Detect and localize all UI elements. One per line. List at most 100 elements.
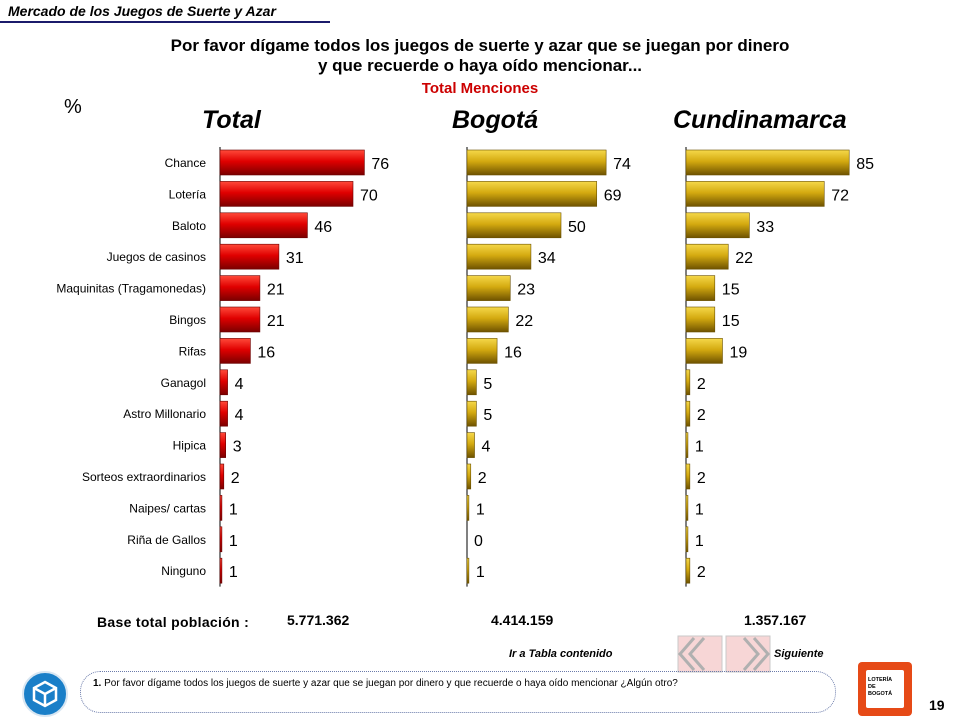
question-line-1: Por favor dígame todos los juegos de sue… bbox=[170, 36, 790, 55]
category-label-astro-millonario: Astro Millonario bbox=[123, 407, 206, 421]
base-value-total: 5.771.362 bbox=[287, 612, 350, 628]
bar-total-maquinitas-tragamonedas bbox=[219, 275, 261, 301]
bar-bogota-hipica bbox=[466, 432, 475, 458]
data-label-cundinamarca-ninguno: 2 bbox=[697, 564, 706, 581]
cube-logo-icon bbox=[32, 680, 58, 708]
bar-total-juegos-de-casinos bbox=[219, 243, 280, 270]
category-label-bingos: Bingos bbox=[169, 313, 206, 327]
bar-cundinamarca-juegos-de-casinos bbox=[685, 243, 729, 270]
logo-text-line3: BOGOTÁ bbox=[868, 691, 893, 697]
bar-bogota-ninguno bbox=[466, 557, 470, 584]
data-label-total-loteria: 70 bbox=[360, 187, 378, 204]
category-label-naipes-cartas: Naipes/ cartas bbox=[129, 501, 206, 515]
data-label-bogota-naipes-cartas: 1 bbox=[476, 501, 485, 518]
bar-cundinamarca-ninguno bbox=[685, 557, 691, 584]
logo-text-line1: LOTERÍA bbox=[868, 677, 893, 683]
bar-cundinamarca-bingos bbox=[685, 306, 716, 333]
data-label-bogota-baloto: 50 bbox=[568, 219, 586, 236]
data-label-total-ninguno: 1 bbox=[229, 564, 238, 581]
data-label-cundinamarca-bingos: 15 bbox=[722, 313, 740, 330]
data-label-bogota-hipica: 4 bbox=[482, 439, 491, 456]
bar-total-sorteos-extraordinarios bbox=[219, 463, 225, 490]
forward-arrow-icon[interactable] bbox=[724, 634, 784, 674]
panel-title-bogota: Bogotá bbox=[452, 106, 539, 134]
bar-bogota-chance bbox=[466, 149, 607, 176]
data-label-total-naipes-cartas: 1 bbox=[229, 501, 238, 518]
data-label-total-rifas: 16 bbox=[257, 344, 275, 361]
data-label-cundinamarca-maquinitas-tragamonedas: 15 bbox=[722, 282, 740, 299]
footnote-box: 1. Por favor dígame todos los juegos de … bbox=[80, 671, 836, 713]
data-label-total-rina-de-gallos: 1 bbox=[229, 533, 238, 550]
data-label-total-chance: 76 bbox=[371, 156, 389, 173]
data-label-bogota-rifas: 16 bbox=[504, 344, 522, 361]
bar-total-astro-millonario bbox=[219, 400, 228, 427]
category-label-maquinitas-tragamonedas: Maquinitas (Tragamonedas) bbox=[56, 282, 206, 296]
data-label-cundinamarca-rina-de-gallos: 1 bbox=[695, 533, 704, 550]
data-label-bogota-maquinitas-tragamonedas: 23 bbox=[517, 282, 535, 299]
page-number: 19 bbox=[929, 697, 945, 713]
bar-bogota-juegos-de-casinos bbox=[466, 243, 532, 270]
bar-total-rifas bbox=[219, 338, 251, 364]
bar-total-loteria bbox=[219, 181, 354, 207]
category-label-hipica: Hipica bbox=[173, 439, 207, 453]
data-label-cundinamarca-baloto: 33 bbox=[756, 219, 774, 236]
data-label-cundinamarca-ganagol: 2 bbox=[697, 376, 706, 393]
back-arrow-icon[interactable] bbox=[664, 634, 724, 674]
data-label-bogota-ninguno: 1 bbox=[476, 564, 485, 581]
data-label-cundinamarca-juegos-de-casinos: 22 bbox=[735, 250, 753, 267]
data-label-total-astro-millonario: 4 bbox=[235, 407, 244, 424]
question-line-2: y que recuerde o haya oído mencionar... bbox=[317, 56, 643, 75]
next-link[interactable]: Siguiente bbox=[774, 648, 824, 660]
bar-bogota-astro-millonario bbox=[466, 400, 477, 427]
data-label-total-sorteos-extraordinarios: 2 bbox=[231, 470, 240, 487]
bar-bogota-maquinitas-tragamonedas bbox=[466, 275, 511, 301]
logo-text-line2: DE bbox=[868, 684, 876, 690]
data-label-total-juegos-de-casinos: 31 bbox=[286, 250, 304, 267]
data-label-cundinamarca-rifas: 19 bbox=[729, 344, 747, 361]
bar-total-baloto bbox=[219, 212, 308, 239]
loteria-bogota-logo: LOTERÍA DE BOGOTÁ bbox=[858, 662, 912, 716]
base-total-label: Base total población : bbox=[97, 614, 250, 630]
bar-chart: Chance Lotería Baloto Juegos de casinos Maqu… bbox=[56, 147, 874, 587]
panel-title-cundinamarca: Cundinamarca bbox=[673, 106, 847, 134]
data-label-total-hipica: 3 bbox=[233, 439, 242, 456]
data-label-bogota-bingos: 22 bbox=[515, 313, 533, 330]
base-value-cundinamarca: 1.357.167 bbox=[744, 612, 807, 628]
category-label-rifas: Rifas bbox=[179, 344, 206, 358]
bar-bogota-naipes-cartas bbox=[466, 495, 470, 521]
category-label-loteria: Lotería bbox=[169, 187, 207, 201]
bar-cundinamarca-loteria bbox=[685, 181, 825, 207]
bar-cundinamarca-maquinitas-tragamonedas bbox=[685, 275, 716, 301]
bar-cundinamarca-chance bbox=[685, 149, 850, 176]
data-label-bogota-sorteos-extraordinarios: 2 bbox=[478, 470, 487, 487]
bar-bogota-loteria bbox=[466, 181, 598, 207]
category-label-juegos-de-casinos: Juegos de casinos bbox=[107, 250, 206, 264]
category-label-chance: Chance bbox=[165, 156, 207, 170]
bar-total-rina-de-gallos bbox=[219, 526, 223, 553]
data-label-cundinamarca-astro-millonario: 2 bbox=[697, 407, 706, 424]
panel-title-total: Total bbox=[202, 106, 261, 134]
bar-total-naipes-cartas bbox=[219, 495, 223, 521]
data-label-bogota-chance: 74 bbox=[613, 156, 631, 173]
bar-cundinamarca-sorteos-extraordinarios bbox=[685, 463, 691, 490]
data-label-cundinamarca-chance: 85 bbox=[856, 156, 874, 173]
base-value-bogota: 4.414.159 bbox=[491, 612, 554, 628]
bar-cundinamarca-ganagol bbox=[685, 369, 691, 396]
bar-total-bingos bbox=[219, 306, 261, 333]
category-label-baloto: Baloto bbox=[172, 219, 206, 233]
category-label-ninguno: Ninguno bbox=[161, 564, 206, 578]
bar-cundinamarca-rifas bbox=[685, 338, 723, 364]
table-contents-link[interactable]: Ir a Tabla contenido bbox=[509, 648, 613, 660]
data-label-bogota-ganagol: 5 bbox=[483, 376, 492, 393]
header-underline bbox=[0, 21, 330, 23]
data-label-cundinamarca-loteria: 72 bbox=[831, 187, 849, 204]
category-label-rina-de-gallos: Riña de Gallos bbox=[127, 533, 206, 547]
bar-cundinamarca-astro-millonario bbox=[685, 400, 691, 427]
data-label-cundinamarca-sorteos-extraordinarios: 2 bbox=[697, 470, 706, 487]
data-label-bogota-juegos-de-casinos: 34 bbox=[538, 250, 556, 267]
chart-subtitle: Total Menciones bbox=[421, 80, 539, 97]
data-label-cundinamarca-hipica: 1 bbox=[695, 439, 704, 456]
bar-bogota-rifas bbox=[466, 338, 498, 364]
bar-cundinamarca-rina-de-gallos bbox=[685, 526, 689, 553]
data-label-total-ganagol: 4 bbox=[235, 376, 244, 393]
